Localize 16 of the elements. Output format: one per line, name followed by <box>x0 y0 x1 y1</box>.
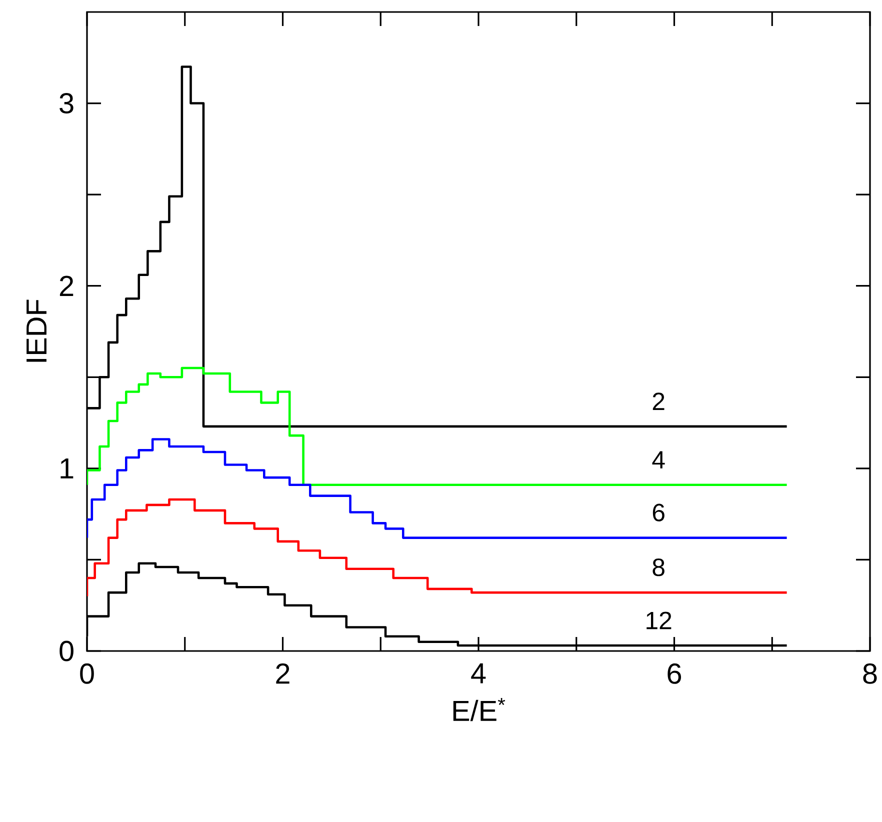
series-label: 2 <box>652 392 664 410</box>
series-label: 4 <box>652 451 665 468</box>
y-tick-label: 2 <box>60 276 74 296</box>
y-tick-label: 3 <box>60 93 74 114</box>
series-label: 6 <box>652 504 664 522</box>
x-tick-label: 0 <box>80 663 94 684</box>
series-label: 8 <box>652 558 664 576</box>
y-tick-label: 0 <box>60 640 74 662</box>
x-tick-label: 4 <box>471 663 486 684</box>
x-tick-label: 2 <box>276 663 290 684</box>
y-axis-title: IEDF <box>26 300 46 362</box>
series-label: 12 <box>646 612 672 630</box>
x-tick-label: 6 <box>668 663 682 684</box>
x-axis-title: E/E$^{*}$ <box>453 698 506 722</box>
y-tick-label: 1 <box>60 458 74 478</box>
x-tick-label: 8 <box>863 663 877 684</box>
